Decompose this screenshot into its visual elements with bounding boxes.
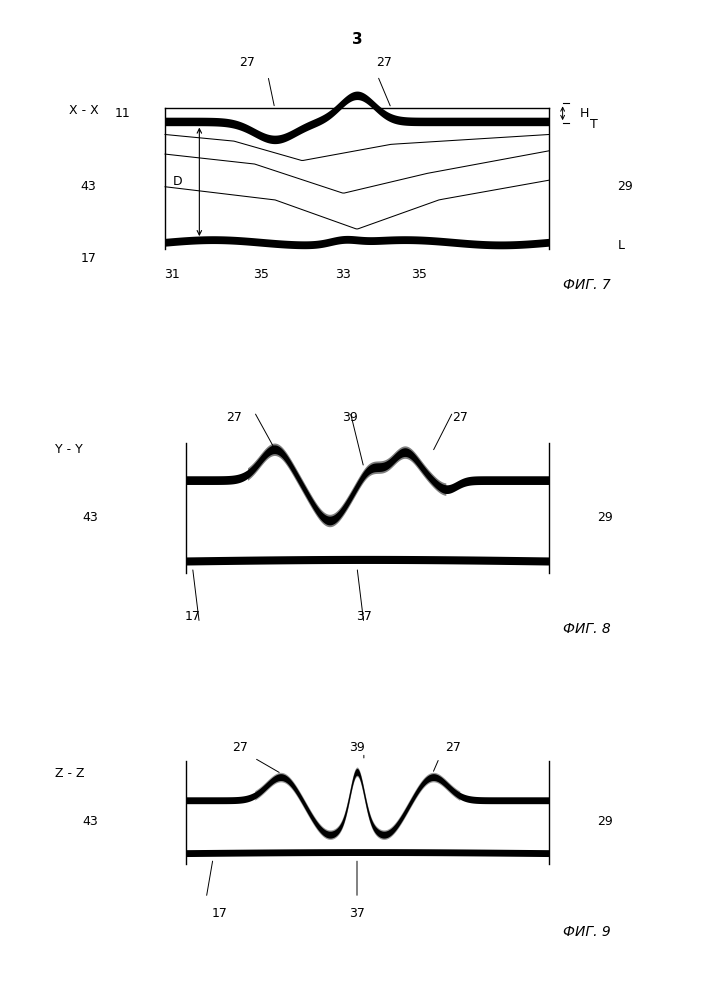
Text: 27: 27 bbox=[226, 411, 241, 424]
Text: 37: 37 bbox=[356, 610, 372, 623]
Text: 27: 27 bbox=[445, 741, 461, 754]
Text: X - X: X - X bbox=[69, 104, 99, 117]
Text: H: H bbox=[580, 107, 589, 120]
Text: L: L bbox=[618, 239, 625, 252]
Text: 43: 43 bbox=[81, 180, 96, 193]
Text: 29: 29 bbox=[597, 815, 613, 828]
Text: 33: 33 bbox=[336, 268, 351, 281]
Text: 29: 29 bbox=[597, 511, 613, 524]
Text: 39: 39 bbox=[349, 741, 365, 754]
Text: ФИГ. 9: ФИГ. 9 bbox=[563, 925, 610, 939]
Text: 43: 43 bbox=[83, 815, 99, 828]
Text: 31: 31 bbox=[164, 268, 180, 281]
Text: D: D bbox=[173, 175, 182, 188]
Text: 27: 27 bbox=[239, 56, 256, 69]
Text: 3: 3 bbox=[352, 32, 362, 47]
Text: 17: 17 bbox=[212, 907, 228, 920]
Text: 11: 11 bbox=[115, 107, 131, 120]
Text: 27: 27 bbox=[233, 741, 248, 754]
Text: T: T bbox=[590, 118, 598, 131]
Text: 35: 35 bbox=[253, 268, 269, 281]
Text: 39: 39 bbox=[342, 411, 358, 424]
Text: 27: 27 bbox=[452, 411, 468, 424]
Text: 43: 43 bbox=[83, 511, 99, 524]
Text: 27: 27 bbox=[376, 56, 393, 69]
Text: ФИГ. 8: ФИГ. 8 bbox=[563, 622, 610, 636]
Text: 17: 17 bbox=[81, 252, 96, 265]
Text: ФИГ. 7: ФИГ. 7 bbox=[563, 278, 610, 292]
Text: Z - Z: Z - Z bbox=[56, 767, 85, 780]
Text: Y - Y: Y - Y bbox=[56, 443, 83, 456]
Text: 37: 37 bbox=[349, 907, 365, 920]
Text: 29: 29 bbox=[618, 180, 633, 193]
Text: 17: 17 bbox=[184, 610, 201, 623]
Text: 35: 35 bbox=[411, 268, 427, 281]
